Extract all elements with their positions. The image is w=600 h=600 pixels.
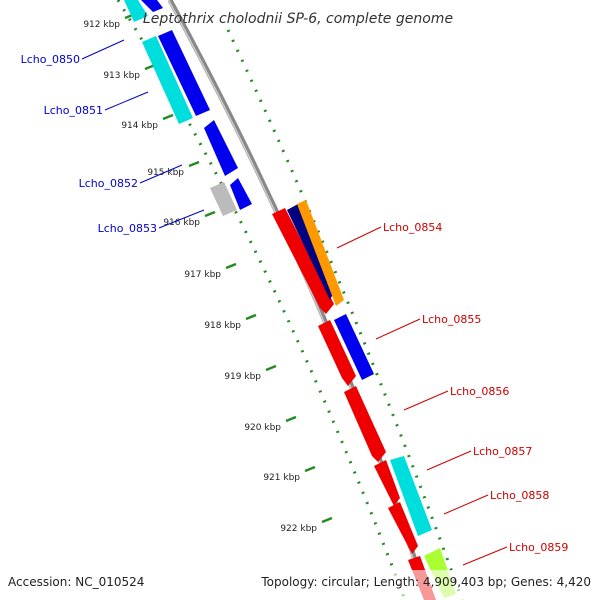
tick-label: 922 kbp xyxy=(280,524,317,534)
gene-arrow-top-partial[interactable] xyxy=(141,0,163,12)
tick-mark xyxy=(204,210,216,218)
cog-box-top-partial xyxy=(124,0,148,22)
gene-label-lcho-0852[interactable]: Lcho_0852 xyxy=(79,177,138,190)
tick-label: 916 kbp xyxy=(163,218,200,228)
gene-arrow-lcho-0852[interactable] xyxy=(204,120,238,176)
gene-leader-line xyxy=(426,450,472,471)
tick-label: 913 kbp xyxy=(103,71,140,81)
tick-layer: 912 kbp 913 kbp 914 kbp 915 kbp 916 kbp 917 k… xyxy=(83,12,333,534)
footer-backdrop xyxy=(0,570,600,600)
gene-arrow-lcho-0854-navy xyxy=(287,204,335,300)
tick-ring-outer xyxy=(116,0,407,600)
tick-mark xyxy=(225,262,237,270)
cog-box-lcho-0854 xyxy=(297,200,344,306)
tick-mark xyxy=(188,160,200,168)
genome-summary-label: Topology: circular; Length: 4,909,403 bp… xyxy=(260,575,591,589)
gene-label-lcho-0858[interactable]: Lcho_0858 xyxy=(490,489,549,502)
label-layer: Lcho_0850 Lcho_0851 Lcho_0852 Lcho_0853 Lcho… xyxy=(21,39,568,566)
tick-label: 915 kbp xyxy=(147,168,184,178)
gene-arrow-lcho-0851[interactable] xyxy=(158,30,210,116)
gene-leader-line xyxy=(375,318,421,340)
feature-layer xyxy=(124,0,456,600)
gene-label-lcho-0854[interactable]: Lcho_0854 xyxy=(383,221,442,234)
cog-box-lcho-0851 xyxy=(142,36,193,124)
gene-arrow-lcho-0855-blue xyxy=(334,314,374,380)
tick-mark xyxy=(162,113,174,121)
accession-label: Accession: NC_010524 xyxy=(8,575,144,589)
tick-mark xyxy=(285,415,297,423)
tick-mark xyxy=(265,364,277,372)
tick-label: 917 kbp xyxy=(184,270,221,280)
gene-label-lcho-0850[interactable]: Lcho_0850 xyxy=(21,53,80,66)
gene-leader-line xyxy=(336,226,382,249)
tick-mark xyxy=(304,465,316,473)
gene-leader-line xyxy=(443,494,489,515)
cog-box-lcho-0853 xyxy=(210,182,237,216)
gene-label-lcho-0859[interactable]: Lcho_0859 xyxy=(509,541,568,554)
gene-label-lcho-0857[interactable]: Lcho_0857 xyxy=(473,445,532,458)
tick-label: 919 kbp xyxy=(224,372,261,382)
chart-title: Leptothrix cholodnii SP-6, complete geno… xyxy=(143,11,453,27)
gene-leader-line xyxy=(158,209,205,229)
tick-label: 912 kbp xyxy=(83,20,120,30)
gene-label-lcho-0853[interactable]: Lcho_0853 xyxy=(98,222,157,235)
tick-label: 921 kbp xyxy=(263,473,300,483)
gene-arrow-lcho-0858[interactable] xyxy=(388,502,418,554)
gene-leader-line xyxy=(104,91,149,111)
gene-leader-line xyxy=(462,546,508,566)
gene-arrow-lcho-0855-red[interactable] xyxy=(318,320,356,386)
tick-mark xyxy=(245,313,257,321)
gene-leader-line xyxy=(403,390,449,411)
gene-arrow-lcho-0857[interactable] xyxy=(374,460,400,506)
gene-arrow-lcho-0856[interactable] xyxy=(344,386,386,462)
gene-label-lcho-0851[interactable]: Lcho_0851 xyxy=(44,104,103,117)
cog-box-lcho-0857 xyxy=(390,456,432,536)
tick-mark xyxy=(321,516,333,524)
tick-label: 918 kbp xyxy=(204,321,241,331)
genome-backbone-highlight xyxy=(167,0,428,600)
gene-leader-line xyxy=(81,39,125,60)
gene-arrow-lcho-0854-red[interactable] xyxy=(272,208,334,314)
gene-label-lcho-0855[interactable]: Lcho_0855 xyxy=(422,313,481,326)
tick-label: 920 kbp xyxy=(244,423,281,433)
gene-label-lcho-0856[interactable]: Lcho_0856 xyxy=(450,385,509,398)
gene-leader-line xyxy=(139,164,183,184)
tick-label: 914 kbp xyxy=(121,121,158,131)
gene-arrow-lcho-0853[interactable] xyxy=(230,178,252,210)
